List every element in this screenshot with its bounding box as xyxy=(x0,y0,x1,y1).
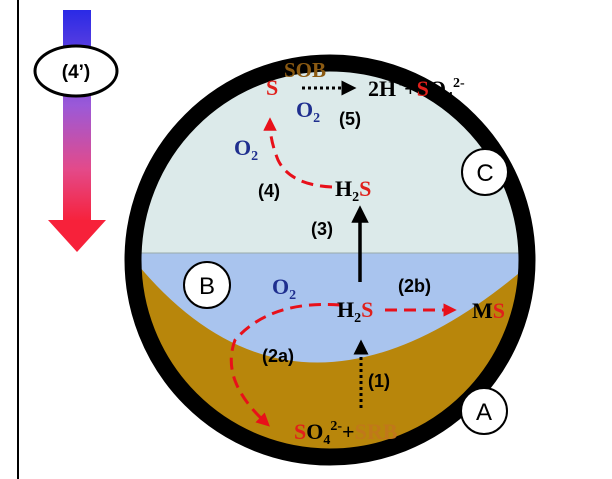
proton-2h: 2H xyxy=(368,76,396,101)
srb-label: SRB xyxy=(355,419,398,444)
h2s-upper-s: S xyxy=(359,176,371,201)
gradient-label: (4’) xyxy=(62,62,91,83)
srb-sulfate-charge: 2- xyxy=(330,419,342,434)
o2-step4-sub: 2 xyxy=(251,149,258,164)
sulfate-charge: 2- xyxy=(453,76,465,91)
product-protons-sulfate: 2H++SO42- xyxy=(368,76,465,105)
srb-sulfate-o: O xyxy=(306,419,323,444)
step-2a-label: (2a) xyxy=(262,346,294,366)
arrow-2a xyxy=(229,302,341,427)
metal-sulfide: MS xyxy=(472,298,505,323)
o2-step5-sub: 2 xyxy=(313,111,320,126)
zone-c-label: C xyxy=(476,160,493,187)
o2-step4: O2 xyxy=(234,135,258,164)
step-1-label: (1) xyxy=(368,371,390,391)
zone-a-label: A xyxy=(476,399,492,426)
zone-a-bubble xyxy=(460,387,508,435)
h2s-lower-h: H xyxy=(337,297,354,322)
arrow-4 xyxy=(263,117,333,189)
zone-b-bubble xyxy=(183,261,231,309)
sob-label: SOB xyxy=(284,58,326,82)
h2s-upper-h: H xyxy=(335,176,352,201)
step-3-label: (3) xyxy=(311,219,333,239)
h2s-upper: H2S xyxy=(335,176,371,205)
sulfate-s: S xyxy=(417,76,429,101)
o2-step5: O2 xyxy=(296,97,320,126)
step-2b-label: (2b) xyxy=(398,276,431,296)
zone-c-bubble xyxy=(461,148,509,196)
reactant-s-top: S xyxy=(266,75,278,100)
sulfate-sub: 4 xyxy=(446,90,453,105)
step-5-label: (5) xyxy=(339,109,361,129)
o2-zone-b: O2 xyxy=(272,274,296,303)
h2s-lower: H2S xyxy=(337,297,373,326)
proton-plus-sup: + xyxy=(396,76,404,91)
o2-zone-b-o: O xyxy=(272,274,289,299)
metal-sulfide-s: S xyxy=(493,298,505,323)
plus-sign: + xyxy=(404,76,417,101)
zone-b-label: B xyxy=(199,273,215,300)
o2-step5-o: O xyxy=(296,97,313,122)
h2s-lower-s: S xyxy=(361,297,373,322)
o2-step4-o: O xyxy=(234,135,251,160)
h2s-lower-sub: 2 xyxy=(354,311,361,326)
srb-sulfate-sub: 4 xyxy=(323,433,330,448)
sulfate-o: O xyxy=(429,76,446,101)
srb-sulfate-s: S xyxy=(294,419,306,444)
gradient-label-bubble xyxy=(33,44,119,98)
left-frame-line xyxy=(17,0,19,479)
srb-plus: + xyxy=(342,419,355,444)
step-4-label: (4) xyxy=(258,181,280,201)
metal-sulfide-m: M xyxy=(472,298,493,323)
sulfate-srb: SO42-+SRB xyxy=(294,419,398,448)
circle-ring xyxy=(124,54,536,466)
o2-zone-b-sub: 2 xyxy=(289,288,296,303)
h2s-upper-sub: 2 xyxy=(352,190,359,205)
